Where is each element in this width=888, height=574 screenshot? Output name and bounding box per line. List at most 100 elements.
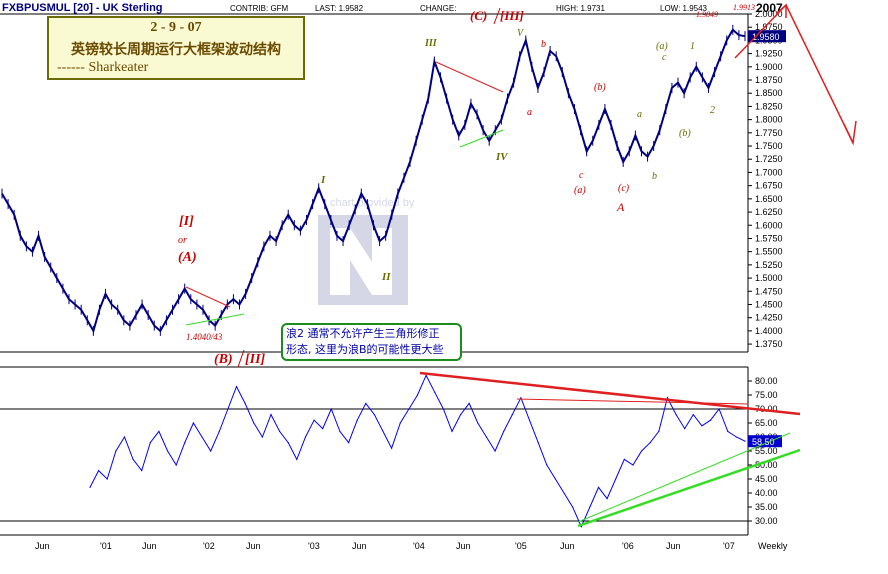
price-y-tick-label: 1.5750	[755, 233, 783, 243]
rsi-point	[322, 428, 324, 430]
rsi-point	[640, 450, 643, 452]
x-tick-label: Jun	[666, 541, 681, 551]
rsi-point	[261, 436, 263, 438]
rsi-point	[141, 470, 143, 472]
rsi-point	[563, 492, 565, 494]
rsi-point	[149, 442, 151, 444]
rsi-y-tick-label: 65.00	[755, 418, 778, 428]
rsi-point	[192, 422, 195, 424]
rsi-point	[701, 425, 703, 427]
price-y-tick-label: 1.7000	[755, 167, 783, 177]
price-y-tick-label: 1.6750	[755, 181, 783, 191]
price-y-tick-label: 1.8000	[755, 115, 783, 125]
note-line-2: 形态, 这里为浪B的可能性更大些	[286, 343, 444, 356]
rsi-y-tick-label: 30.00	[755, 516, 778, 526]
rsi-point	[537, 442, 539, 444]
rsi-trendlines	[419, 371, 801, 528]
rsi-point	[615, 478, 617, 480]
rsi-point	[442, 408, 444, 410]
price-y-tick-label: 1.4750	[755, 286, 783, 296]
header-symbol: FXBPUSMUL [20] - UK Sterling	[2, 2, 163, 14]
rsi-point	[451, 430, 453, 432]
wave-label: (a)	[656, 41, 668, 52]
wave-label: IV	[495, 151, 509, 163]
forecast-arrowhead-top	[775, 3, 787, 18]
rsi-trend-red-thin	[516, 398, 749, 405]
title-author: ------ Sharkeater	[57, 60, 149, 75]
price-y-tick-label: 1.4500	[755, 299, 783, 309]
price-y-tick-label: 1.8500	[755, 88, 783, 98]
wave-label: V	[517, 28, 525, 39]
x-tick-label: '06	[622, 541, 634, 551]
rsi-point	[201, 436, 203, 438]
rsi-point	[459, 414, 462, 416]
rsi-point	[606, 498, 608, 500]
wave-label: c	[662, 52, 667, 63]
price-y-tick-label: 2.0000	[755, 9, 783, 19]
price-y-tick-label: 1.7750	[755, 128, 783, 138]
rsi-point	[227, 408, 229, 410]
wave-label: 1.9913	[733, 3, 755, 12]
title-chinese: 英镑较长周期运行大框架波动结构	[71, 41, 281, 57]
rsi-point	[89, 486, 91, 488]
rsi-y-tick-label: 40.00	[755, 488, 778, 498]
header-contrib: CONTRIB: GFM	[230, 4, 289, 13]
rsi-point	[684, 428, 686, 430]
rsi-point	[425, 374, 427, 376]
wave-label: (C)	[470, 8, 487, 23]
wave-label: or	[178, 235, 187, 246]
note-line-1: 浪2 通常不允许产生三角形修正	[286, 327, 440, 340]
rsi-point	[632, 464, 634, 466]
wave-label: (c)	[618, 183, 630, 194]
rsi-point	[218, 430, 220, 432]
rsi-trend-green-thick	[577, 448, 801, 528]
rsi-point	[235, 386, 238, 388]
x-tick-label: Jun	[560, 541, 575, 551]
label-separator	[493, 7, 501, 25]
rsi-point	[528, 419, 531, 421]
wave-label: [I]	[179, 214, 194, 229]
x-tick-label: '02	[203, 541, 215, 551]
rsi-point	[166, 450, 169, 452]
title-date: 2 - 9 - 07	[150, 20, 202, 35]
trendline-red-wave4	[435, 61, 504, 93]
price-y-tick-label: 1.9250	[755, 49, 783, 59]
trendline-green-wave4	[459, 129, 504, 148]
price-y-tick-label: 1.6500	[755, 194, 783, 204]
rsi-point	[399, 422, 401, 424]
rsi-point	[106, 478, 108, 480]
wave-label: II	[381, 271, 391, 283]
rsi-y-tick-label: 50.00	[755, 460, 778, 470]
rsi-point	[123, 436, 126, 438]
wave-label: III	[424, 38, 438, 49]
price-y-tick-label: 1.6000	[755, 220, 783, 230]
rsi-point	[408, 408, 410, 410]
header-year: 2007	[756, 1, 783, 15]
wave-label: a	[527, 107, 532, 118]
label-separator	[237, 349, 245, 368]
header-low: LOW: 1.9543	[660, 4, 708, 13]
x-tick-label: '07	[723, 541, 735, 551]
rsi-y-tick-label: 35.00	[755, 502, 778, 512]
rsi-point	[132, 458, 134, 460]
price-y-tick-label: 1.9750	[755, 22, 783, 32]
rsi-y-tick-label: 80.00	[755, 376, 778, 386]
wave-label: [II]	[245, 352, 266, 367]
rsi-panel	[0, 366, 749, 536]
rsi-point	[709, 419, 712, 421]
rsi-point	[270, 414, 272, 416]
rsi-last-marker	[748, 435, 782, 448]
trendline-green-waveB	[185, 313, 245, 326]
rsi-point	[494, 450, 496, 452]
rsi-point	[744, 440, 746, 442]
price-y-tick-label: 1.4000	[755, 326, 783, 336]
price-y-tick-label: 1.3750	[755, 339, 783, 349]
note-box: 浪2 通常不允许产生三角形修正 形态, 这里为浪B的可能性更大些	[281, 323, 462, 361]
price-last-label: 1.9580	[752, 32, 780, 42]
price-y-tick-label: 1.8250	[755, 101, 783, 111]
price-y-tick-label: 1.8750	[755, 75, 783, 85]
forecast-arrow-down	[785, 4, 854, 144]
wave-label: 2	[710, 105, 715, 116]
